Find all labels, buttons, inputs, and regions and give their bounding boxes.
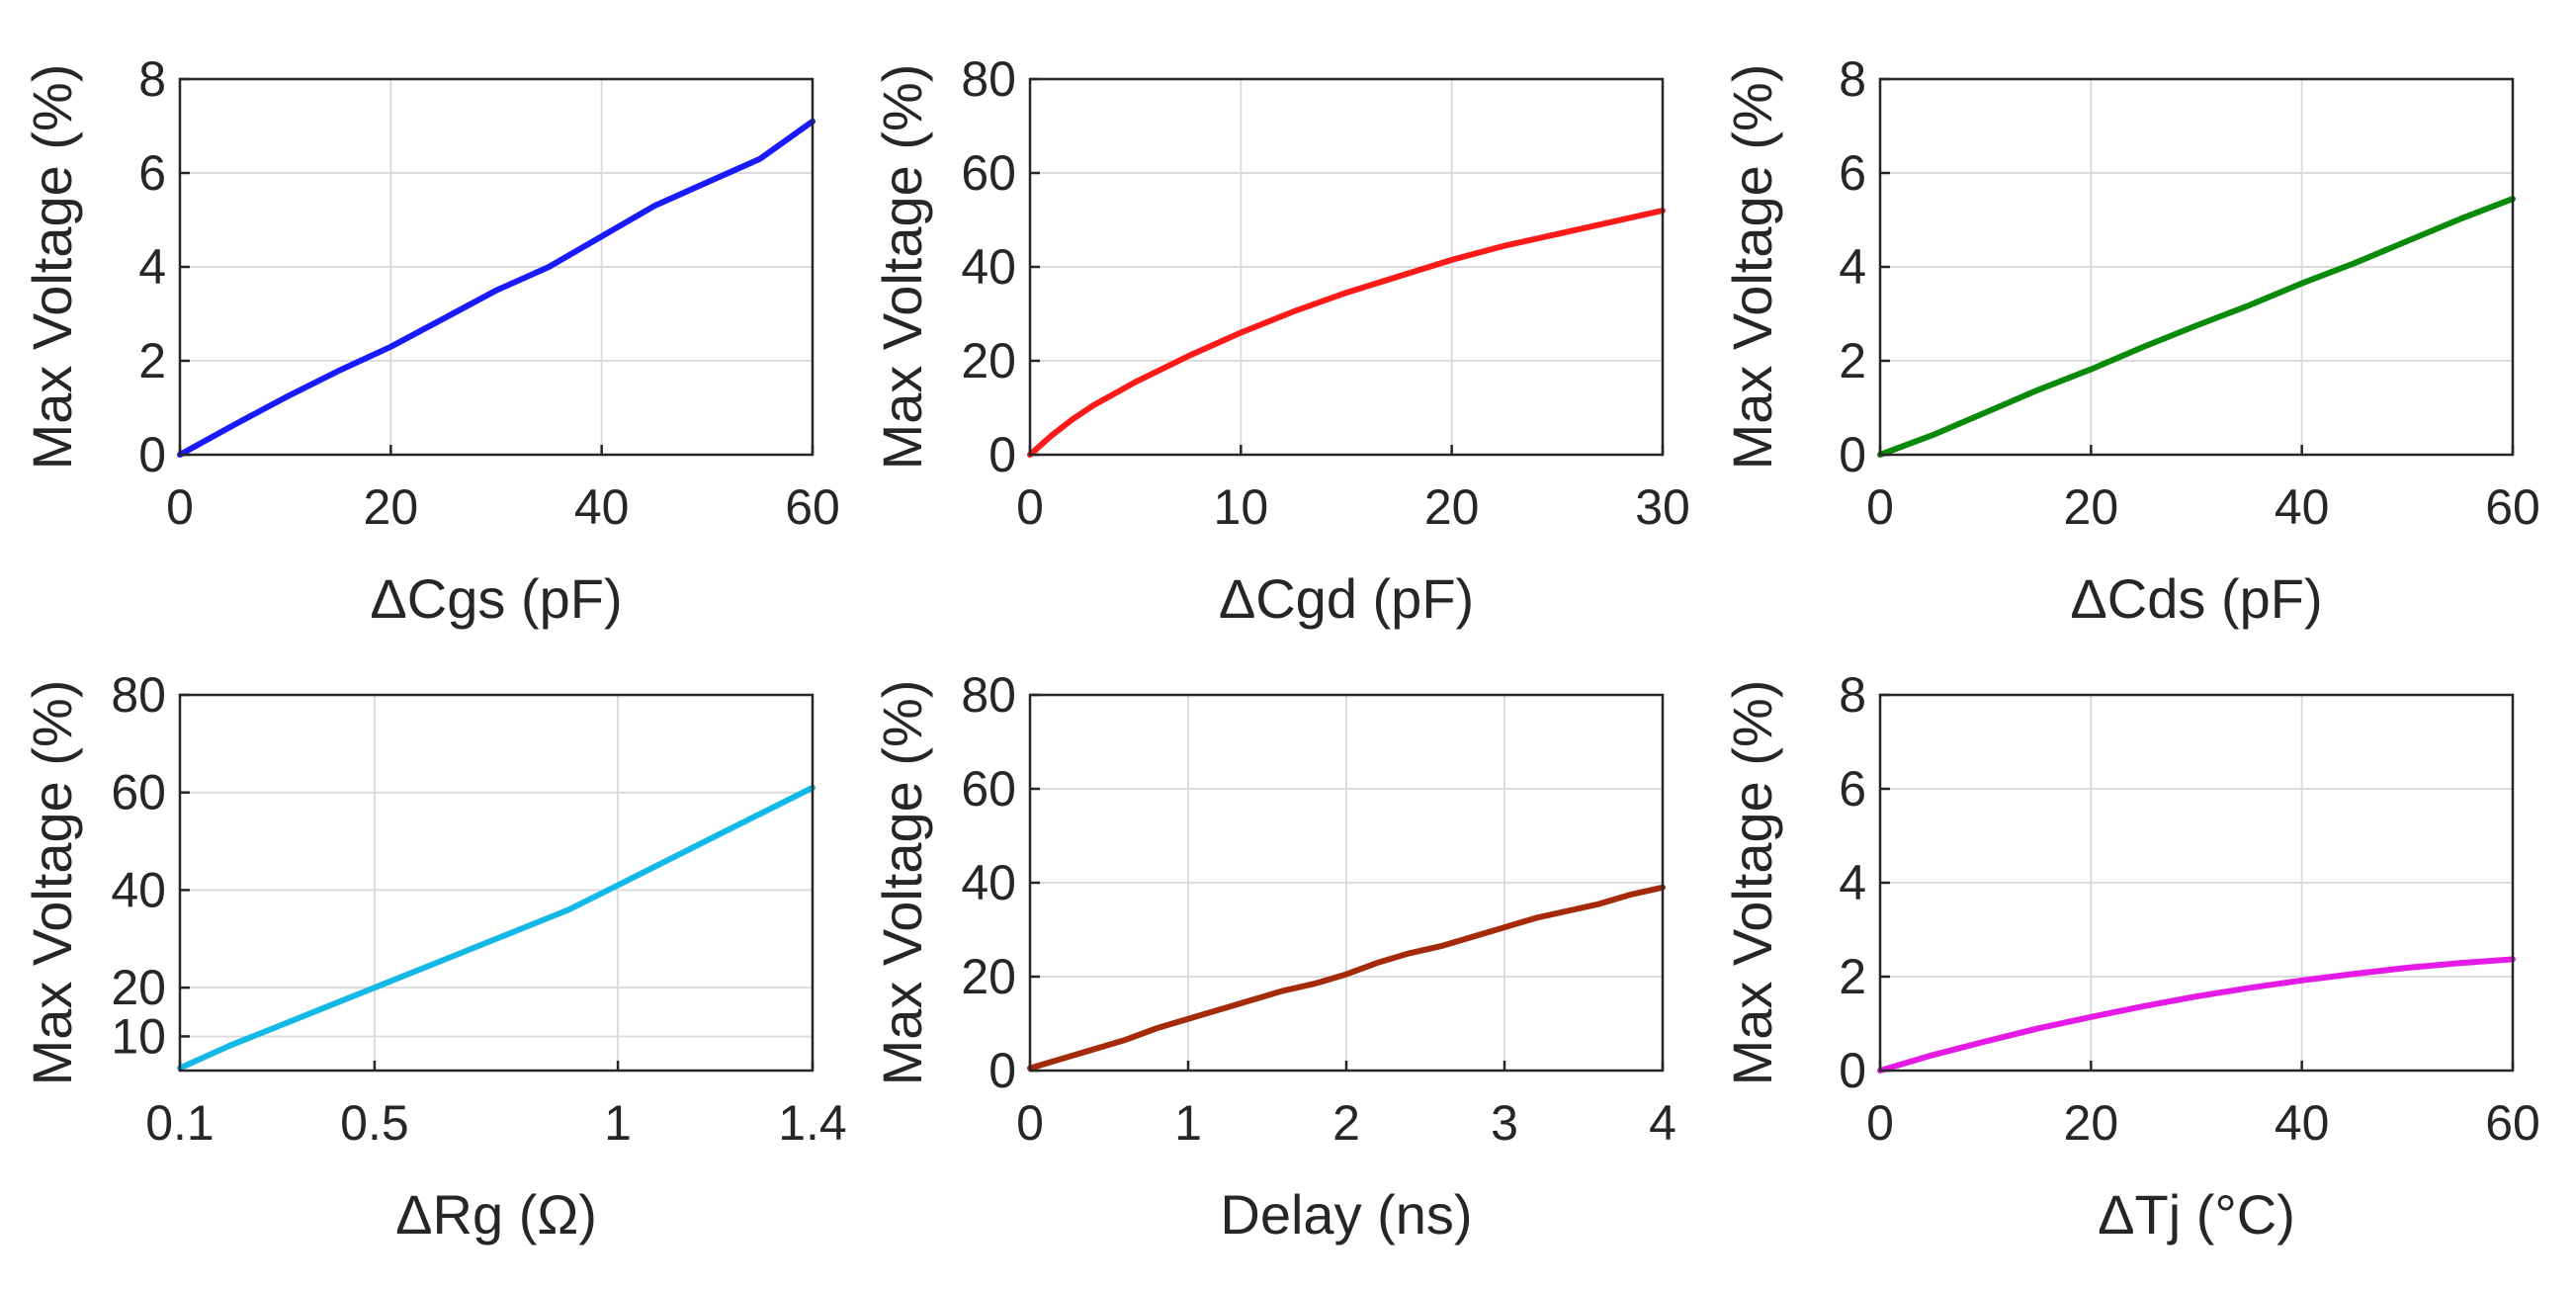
plot-frame	[178, 693, 815, 1073]
x-tick-label: 1	[1174, 1095, 1202, 1151]
y-axis-label: Max Voltage (%)	[1721, 680, 1783, 1086]
y-axis-label: Max Voltage (%)	[1721, 64, 1783, 471]
x-tick-label: 40	[574, 479, 630, 535]
x-tick-label: 60	[2485, 479, 2540, 535]
x-tick-label: 0.1	[145, 1095, 215, 1151]
y-tick-label: 4	[1839, 855, 1866, 910]
x-axis-label: ΔTj (°C)	[2098, 1183, 2295, 1246]
x-axis-label: Delay (ns)	[1220, 1183, 1472, 1246]
y-tick-label: 40	[961, 855, 1016, 910]
y-tick-label: 20	[961, 333, 1016, 388]
y-tick-label: 0	[988, 427, 1016, 482]
y-tick-label: 4	[138, 239, 166, 295]
chart-panel-3: 0 20 40 60 0 2 4 6 8 ΔCds (pF) Max Voltage (%)	[1721, 51, 2540, 630]
x-tick-label: 0.5	[340, 1095, 409, 1151]
y-tick-label: 8	[1839, 667, 1866, 723]
y-tick-label: 40	[111, 862, 166, 917]
x-axis-label: ΔRg (Ω)	[395, 1183, 597, 1246]
y-tick-label: 20	[961, 949, 1016, 1004]
x-tick-label: 0	[1866, 479, 1894, 535]
y-tick-label: 0	[1839, 427, 1866, 482]
y-tick-label: 8	[138, 51, 166, 107]
y-tick-label: 4	[1839, 239, 1866, 295]
x-tick-label: 0	[1866, 1095, 1894, 1151]
y-tick-label: 60	[961, 145, 1016, 201]
x-tick-label: 1.4	[778, 1095, 847, 1151]
plot-frame	[178, 77, 815, 457]
series-line-5	[1027, 884, 1666, 1072]
x-tick-label: 0	[1016, 479, 1044, 535]
x-tick-label: 60	[785, 479, 840, 535]
x-tick-label: 20	[2064, 1095, 2119, 1151]
y-tick-label: 10	[111, 1008, 166, 1064]
plot-frame	[1878, 77, 2515, 457]
x-tick-label: 30	[1635, 479, 1690, 535]
plot-frame	[1028, 693, 1665, 1073]
y-axis-label: Max Voltage (%)	[21, 680, 83, 1086]
x-tick-label: 20	[2064, 479, 2119, 535]
chart-panel-1: 0 20 40 60 0 2 4 6 8 ΔCgs (pF) Max Voltage (%)	[21, 51, 840, 630]
y-tick-label: 80	[961, 51, 1016, 107]
series-line-6	[1877, 956, 2516, 1074]
chart-panel-2: 0 10 20 30 0 20 40 60 80 ΔCgd (pF) Max Voltage (%)	[871, 51, 1690, 630]
y-tick-label: 6	[1839, 761, 1866, 817]
y-axis-label: Max Voltage (%)	[871, 680, 933, 1086]
x-axis-label: ΔCgd (pF)	[1219, 567, 1474, 630]
x-tick-label: 60	[2485, 1095, 2540, 1151]
series-line-1	[177, 118, 816, 458]
series-line-3	[1877, 196, 2516, 458]
x-tick-label: 2	[1332, 1095, 1360, 1151]
y-tick-label: 6	[138, 145, 166, 201]
y-axis-label: Max Voltage (%)	[21, 64, 83, 471]
y-tick-label: 80	[961, 667, 1016, 723]
y-tick-label: 40	[961, 239, 1016, 295]
x-tick-label: 20	[1424, 479, 1480, 535]
y-tick-label: 8	[1839, 51, 1866, 107]
y-tick-label: 80	[111, 667, 166, 723]
y-tick-label: 6	[1839, 145, 1866, 201]
plot-frame	[1878, 693, 2515, 1073]
y-tick-label: 2	[1839, 949, 1866, 1004]
x-axis-label: ΔCds (pF)	[2070, 567, 2322, 630]
y-tick-label: 0	[1839, 1043, 1866, 1098]
y-tick-label: 60	[961, 761, 1016, 817]
x-tick-label: 20	[364, 479, 419, 535]
chart-panel-6: 0 20 40 60 0 2 4 6 8 ΔTj (°C) Max Voltage (%)	[1721, 667, 2540, 1246]
y-tick-label: 60	[111, 765, 166, 820]
x-tick-label: 4	[1649, 1095, 1676, 1151]
y-tick-label: 0	[988, 1043, 1016, 1098]
y-tick-label: 0	[138, 427, 166, 482]
plot-frame	[1028, 77, 1665, 457]
y-tick-label: 2	[1839, 333, 1866, 388]
x-tick-label: 40	[2275, 479, 2330, 535]
series-line-4	[177, 784, 816, 1072]
x-tick-label: 3	[1491, 1095, 1518, 1151]
x-tick-label: 0	[1016, 1095, 1044, 1151]
x-tick-label: 40	[2275, 1095, 2330, 1151]
x-tick-label: 1	[604, 1095, 632, 1151]
x-axis-label: ΔCgs (pF)	[370, 567, 622, 630]
y-tick-label: 20	[111, 960, 166, 1015]
x-tick-label: 0	[166, 479, 194, 535]
series-line-2	[1027, 208, 1666, 458]
y-axis-label: Max Voltage (%)	[871, 64, 933, 471]
y-tick-label: 2	[138, 333, 166, 388]
x-tick-label: 10	[1214, 479, 1269, 535]
